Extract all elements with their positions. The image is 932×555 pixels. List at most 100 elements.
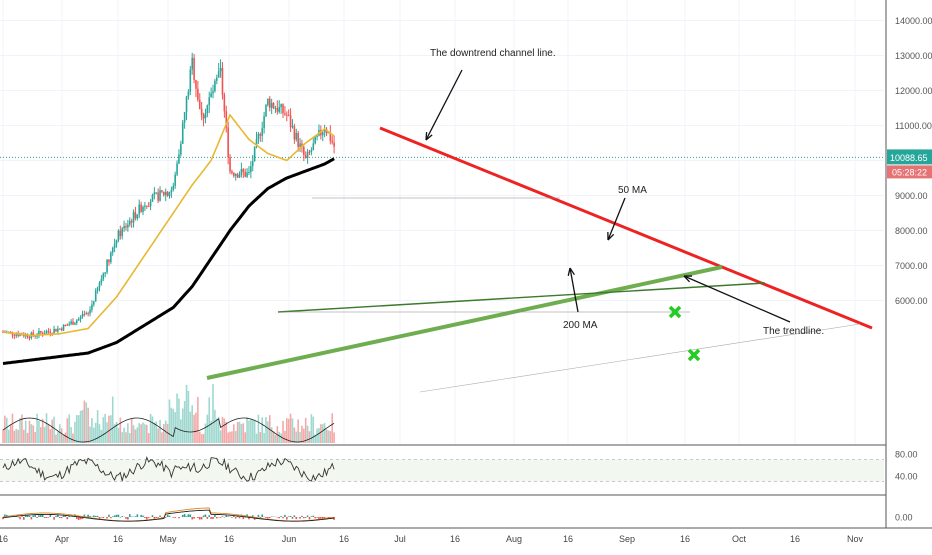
macd-histogram-bar	[174, 517, 176, 518]
candle-body	[174, 175, 176, 186]
candle-body	[80, 317, 82, 319]
macd-histogram-bar	[146, 517, 148, 519]
macd-histogram-bar	[142, 516, 144, 517]
candle-body	[133, 212, 135, 222]
macd-histogram-bar	[261, 514, 263, 517]
volume-bar	[84, 401, 86, 443]
price-tick-label: 6000.00	[895, 296, 928, 306]
volume-bar	[180, 419, 182, 443]
rsi-tick-label: 80.00	[895, 450, 918, 460]
candle-body	[125, 226, 127, 227]
macd-histogram-bar	[32, 515, 34, 517]
candle-body	[180, 144, 182, 155]
macd-histogram-bar	[222, 516, 224, 517]
volume-bar	[312, 417, 314, 443]
volume-bar	[267, 421, 269, 443]
annotation-ma50-arrow	[608, 198, 625, 240]
time-tick-label: 16	[0, 534, 8, 544]
macd-histogram-bar	[265, 517, 267, 518]
candle-body	[269, 99, 271, 108]
candle-body	[40, 331, 42, 333]
annotation-ma50-label: 50 MA	[618, 185, 647, 196]
volume-bar	[275, 435, 277, 443]
volume-bar	[178, 399, 180, 443]
candle-body	[222, 68, 224, 95]
volume-bar	[108, 416, 110, 443]
candle-body	[231, 171, 233, 173]
macd-histogram-bar	[53, 517, 55, 520]
candle-body	[99, 283, 101, 288]
macd-histogram-bar	[216, 517, 218, 518]
volume-bar	[191, 405, 193, 443]
grid	[0, 0, 884, 445]
volume-bar	[176, 394, 178, 443]
macd-histogram-bar	[125, 517, 127, 519]
volume-bar	[112, 397, 114, 443]
candle-body	[297, 133, 299, 147]
macd-histogram-bar	[87, 515, 89, 517]
volume-bar	[44, 427, 46, 443]
candle-body	[235, 174, 237, 176]
candle-body	[101, 279, 103, 283]
volume-bar	[138, 423, 140, 443]
annotation-channel-arrow	[426, 70, 462, 140]
candle-body	[144, 206, 146, 207]
volume-bar	[93, 428, 95, 443]
volume-bar	[320, 424, 322, 443]
macd-histogram-bar	[303, 517, 305, 518]
volume-bar	[163, 424, 165, 443]
volume-bar	[280, 433, 282, 443]
candle-body	[258, 134, 260, 139]
candle-body	[116, 240, 118, 243]
macd-histogram-bar	[284, 515, 286, 517]
volume-bar	[237, 422, 239, 443]
candle-body	[176, 163, 178, 174]
macd-histogram-bar	[184, 514, 186, 517]
macd-histogram-bar	[190, 514, 192, 517]
candle-body	[93, 302, 95, 305]
volume-bar	[225, 422, 227, 443]
candle-body	[290, 115, 292, 127]
macd-histogram-bar	[305, 517, 307, 518]
volume-bar	[224, 418, 226, 443]
volume-bar	[99, 424, 101, 443]
drawn-lines	[207, 128, 872, 392]
volume-bar	[15, 429, 17, 443]
candle-body	[46, 331, 48, 333]
candle-body	[239, 175, 241, 178]
price-tick-label: 13000.00	[895, 51, 932, 61]
volume-bar	[244, 432, 246, 443]
macd-histogram-bar	[316, 517, 318, 518]
candle-body	[154, 192, 156, 194]
macd-histogram-bar	[55, 516, 57, 517]
candle-body	[190, 70, 192, 92]
candle-body	[72, 321, 74, 324]
macd-histogram-bar	[188, 514, 190, 517]
volume-bar	[46, 413, 48, 443]
macd-histogram-bar	[89, 516, 91, 517]
time-tick-label: 16	[224, 534, 234, 544]
candle-body	[199, 100, 201, 109]
volume-bar	[154, 422, 156, 443]
volume-bar	[29, 421, 31, 443]
macd-histogram-bar	[78, 517, 80, 520]
candle-body	[195, 80, 197, 89]
candle-body	[120, 231, 122, 236]
candle-body	[244, 172, 246, 177]
candle-body	[218, 71, 220, 77]
volume-bar	[256, 434, 258, 443]
volume-bar	[216, 419, 218, 443]
macd-histogram-bar	[144, 517, 146, 518]
candle-body	[201, 109, 203, 115]
volume-bar	[10, 424, 12, 443]
volume-bar	[305, 418, 307, 443]
volume-bar	[61, 428, 63, 443]
volume-bar	[85, 403, 87, 443]
candle-body	[250, 166, 252, 172]
candle-body	[282, 104, 284, 113]
volume-bar	[195, 413, 197, 443]
candle-body	[29, 337, 31, 338]
macd-histogram-bar	[205, 514, 207, 517]
candle-body	[246, 173, 248, 177]
